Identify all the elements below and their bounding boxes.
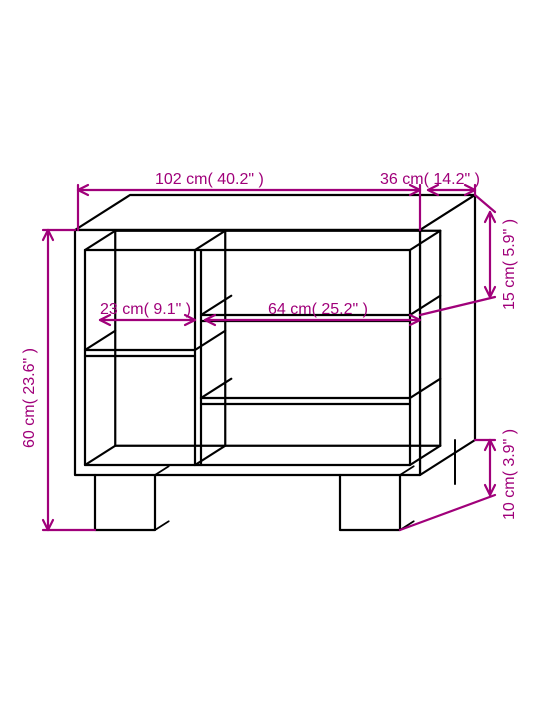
dim-label-width-102: 102 cm( 40.2" ) <box>155 172 264 188</box>
dim-label-depth-36: 36 cm( 14.2" ) <box>380 172 480 188</box>
diagram-svg <box>0 0 540 720</box>
dim-label-leg-10: 10 cm( 3.9" ) <box>502 429 518 520</box>
diagram-stage: 102 cm( 40.2" ) 36 cm( 14.2" ) 60 cm( 23… <box>0 0 540 720</box>
dim-label-top-gap-15: 15 cm( 5.9" ) <box>502 219 518 310</box>
dim-label-shelf-64: 64 cm( 25.2" ) <box>268 302 368 318</box>
dim-label-shelf-23: 23 cm( 9.1" ) <box>100 302 191 318</box>
dim-label-height-60: 60 cm( 23.6" ) <box>22 348 38 448</box>
